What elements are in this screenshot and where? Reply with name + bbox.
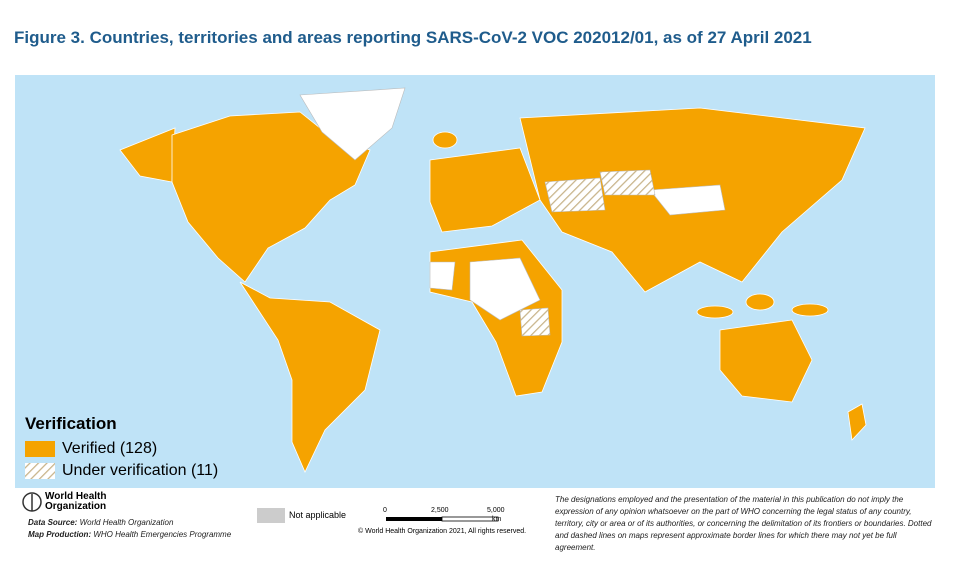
disclaimer: The designations employed and the presen… xyxy=(555,495,932,552)
text: WHO Health Emergencies Programme xyxy=(93,530,232,539)
scale-tick: 5,000 xyxy=(487,507,505,514)
scale-bar xyxy=(386,516,499,522)
scale-unit: km xyxy=(492,516,502,523)
not-applicable-swatch xyxy=(257,508,285,523)
scale-tick: 0 xyxy=(383,507,387,514)
label: Data Source: xyxy=(28,518,78,527)
org-line: Organization xyxy=(45,501,107,512)
legend-label: Under verification (11) xyxy=(62,462,219,479)
text: World Health Organization xyxy=(79,518,174,527)
not-applicable: Not applicable xyxy=(289,510,347,520)
org-line: World Health xyxy=(45,491,107,502)
legend-title: Verification xyxy=(25,414,117,433)
figure-title: Figure 3. Countries, territories and are… xyxy=(14,28,812,47)
legend-label: Verified (128) xyxy=(62,440,158,457)
label: Map Production: xyxy=(28,530,92,539)
legend-swatch xyxy=(25,463,55,479)
scale-tick: 2,500 xyxy=(431,507,449,514)
legend-swatch xyxy=(25,441,55,457)
organization: World Health Organization xyxy=(45,492,106,512)
continents xyxy=(119,87,867,473)
data-source: Data Source: World Health Organization xyxy=(28,518,173,527)
map-production: Map Production: WHO Health Emergencies P… xyxy=(28,530,231,539)
copyright: © World Health Organization 2021, All ri… xyxy=(358,528,527,535)
